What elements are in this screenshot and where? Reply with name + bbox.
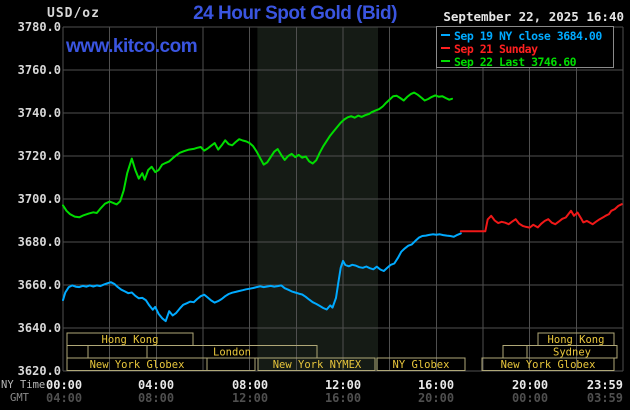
legend-item-label: Sep 21 Sunday (454, 42, 538, 56)
session-label: Hong Kong (548, 334, 605, 346)
series-line-sep21 (459, 203, 623, 233)
legend-item: Sep 22 Last 3746.60 (440, 54, 613, 69)
svg-text:16:00: 16:00 (418, 378, 454, 392)
session-label: New York NYMEX (273, 359, 362, 371)
series-line-sep19 (62, 232, 462, 323)
session-box (502, 345, 528, 359)
session-box (206, 357, 256, 371)
svg-text:3640.0: 3640.0 (18, 321, 61, 335)
svg-text:3680.0: 3680.0 (18, 235, 61, 249)
unit-label: USD/oz (47, 6, 100, 21)
legend-dash-icon (441, 33, 450, 36)
legend-item-label: Sep 19 NY close 3684.00 (454, 29, 602, 43)
session-box (481, 357, 615, 371)
session-label: New York Globex (501, 359, 596, 371)
svg-text:3700.0: 3700.0 (18, 192, 61, 206)
session-label: Sydney (553, 347, 591, 359)
x-axis-labels: 00:0004:0004:0008:0008:0012:0012:0016:00… (1, 378, 623, 405)
series-line-sep22 (62, 91, 453, 219)
session-box (87, 345, 148, 359)
gmt-axis-label: GMT (10, 392, 30, 404)
kitco-watermark-link[interactable]: www.kitco.com (66, 36, 198, 57)
svg-text:04:00: 04:00 (46, 391, 82, 405)
svg-text:3660.0: 3660.0 (18, 278, 61, 292)
svg-text:04:00: 04:00 (138, 378, 174, 392)
page-title: 24 Hour Spot Gold (Bid) (193, 3, 397, 24)
svg-text:3620.0: 3620.0 (18, 364, 61, 378)
session-box (257, 357, 376, 371)
session-label: London (213, 347, 251, 359)
y-axis-labels: 3780.0 3760.0 3740.0 3720.0 3700.0 3680.0 3660… (18, 20, 61, 378)
session-label: New York Globex (90, 359, 185, 371)
session-label: Hong Kong (102, 334, 159, 346)
svg-text:20:00: 20:00 (512, 378, 548, 392)
svg-text:03:59: 03:59 (587, 391, 623, 405)
svg-text:12:00: 12:00 (232, 391, 268, 405)
gridlines (62, 26, 624, 372)
legend-item: Sep 21 Sunday (440, 41, 613, 56)
svg-text:20:00: 20:00 (418, 391, 454, 405)
svg-text:08:00: 08:00 (232, 378, 268, 392)
legend-dash-icon (441, 46, 450, 49)
ny-time-axis-label: NY Time (1, 379, 45, 391)
svg-text:16:00: 16:00 (325, 391, 361, 405)
session-label: NY Globex (393, 359, 450, 371)
svg-text:23:59: 23:59 (587, 378, 623, 392)
session-box (376, 357, 466, 371)
session-box (66, 345, 89, 359)
legend-box: Sep 19 NY close 3684.00 Sep 21 Sunday Sep … (436, 26, 614, 69)
svg-text:12:00: 12:00 (325, 378, 361, 392)
svg-text:3760.0: 3760.0 (18, 63, 61, 77)
svg-text:00:00: 00:00 (46, 378, 82, 392)
svg-text:3720.0: 3720.0 (18, 149, 61, 163)
legend-item: Sep 19 NY close 3684.00 (440, 28, 613, 43)
svg-text:08:00: 08:00 (138, 391, 174, 405)
svg-text:3780.0: 3780.0 (18, 20, 61, 34)
legend-dash-icon (441, 59, 450, 62)
svg-text:00:00: 00:00 (512, 391, 548, 405)
svg-text:3740.0: 3740.0 (18, 106, 61, 120)
datetime-label: September 22, 2025 16:40 (443, 9, 624, 24)
legend-item-label: Sep 22 Last 3746.60 (454, 55, 577, 69)
